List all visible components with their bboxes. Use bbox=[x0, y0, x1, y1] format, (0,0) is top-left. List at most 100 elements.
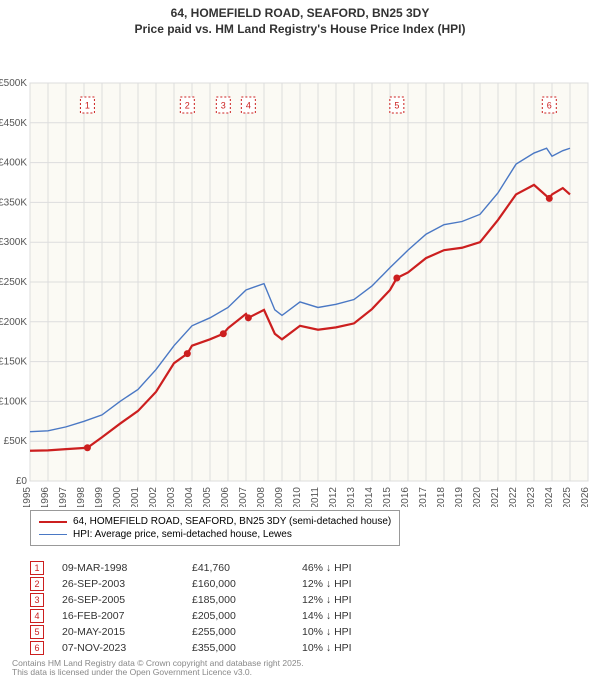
sale-date: 07-NOV-2023 bbox=[62, 642, 192, 654]
svg-text:£300K: £300K bbox=[0, 237, 27, 248]
sale-index: 6 bbox=[30, 641, 44, 655]
price-chart-container: 64, HOMEFIELD ROAD, SEAFORD, BN25 3DY Pr… bbox=[0, 0, 600, 680]
svg-text:£250K: £250K bbox=[0, 277, 27, 288]
sale-price: £185,000 bbox=[192, 594, 302, 606]
sale-diff: 12% ↓ HPI bbox=[302, 578, 392, 590]
sale-row: 6 07-NOV-2023£355,00010% ↓ HPI bbox=[30, 640, 392, 656]
sales-table: 1 09-MAR-1998£41,76046% ↓ HPI 2 26-SEP-2003… bbox=[30, 560, 392, 656]
sale-row: 1 09-MAR-1998£41,76046% ↓ HPI bbox=[30, 560, 392, 576]
title-line-1: 64, HOMEFIELD ROAD, SEAFORD, BN25 3DY bbox=[0, 6, 600, 22]
legend-swatch bbox=[39, 521, 67, 523]
svg-text:2000: 2000 bbox=[112, 487, 123, 507]
svg-text:2016: 2016 bbox=[400, 487, 411, 507]
svg-text:2014: 2014 bbox=[364, 487, 375, 507]
svg-text:2003: 2003 bbox=[166, 487, 177, 507]
svg-text:2026: 2026 bbox=[580, 487, 591, 507]
legend-swatch bbox=[39, 534, 67, 535]
svg-text:1998: 1998 bbox=[76, 487, 87, 507]
sale-price: £160,000 bbox=[192, 578, 302, 590]
sale-marker-num: 6 bbox=[547, 101, 552, 111]
sale-marker-num: 1 bbox=[85, 101, 90, 111]
sale-date: 26-SEP-2005 bbox=[62, 594, 192, 606]
sale-price: £355,000 bbox=[192, 642, 302, 654]
sale-dot bbox=[393, 275, 400, 282]
svg-text:2002: 2002 bbox=[148, 487, 159, 507]
sale-index: 3 bbox=[30, 593, 44, 607]
svg-text:2024: 2024 bbox=[544, 487, 555, 507]
sale-price: £205,000 bbox=[192, 610, 302, 622]
svg-text:2006: 2006 bbox=[220, 487, 231, 507]
svg-text:£350K: £350K bbox=[0, 198, 27, 209]
sale-date: 09-MAR-1998 bbox=[62, 562, 192, 574]
sale-diff: 10% ↓ HPI bbox=[302, 642, 392, 654]
sale-row: 2 26-SEP-2003£160,00012% ↓ HPI bbox=[30, 576, 392, 592]
svg-text:2010: 2010 bbox=[292, 487, 303, 507]
sale-dot bbox=[184, 350, 191, 357]
legend-item: 64, HOMEFIELD ROAD, SEAFORD, BN25 3DY (s… bbox=[39, 515, 391, 528]
sale-marker-num: 3 bbox=[221, 101, 226, 111]
legend-item: HPI: Average price, semi-detached house,… bbox=[39, 528, 391, 541]
sale-marker-num: 4 bbox=[246, 101, 251, 111]
svg-text:£400K: £400K bbox=[0, 158, 27, 169]
sale-price: £255,000 bbox=[192, 626, 302, 638]
sale-row: 4 16-FEB-2007£205,00014% ↓ HPI bbox=[30, 608, 392, 624]
svg-text:2004: 2004 bbox=[184, 487, 195, 507]
svg-text:2001: 2001 bbox=[130, 487, 141, 507]
svg-text:2008: 2008 bbox=[256, 487, 267, 507]
svg-text:2011: 2011 bbox=[310, 487, 321, 507]
svg-text:1999: 1999 bbox=[94, 487, 105, 507]
svg-text:£450K: £450K bbox=[0, 118, 27, 129]
svg-text:£500K: £500K bbox=[0, 78, 27, 89]
footer-line-2: This data is licensed under the Open Gov… bbox=[12, 668, 304, 677]
svg-text:2009: 2009 bbox=[274, 487, 285, 507]
svg-text:2020: 2020 bbox=[472, 487, 483, 507]
sale-row: 3 26-SEP-2005£185,00012% ↓ HPI bbox=[30, 592, 392, 608]
svg-text:£100K: £100K bbox=[0, 397, 27, 408]
svg-text:2021: 2021 bbox=[490, 487, 501, 507]
svg-text:2017: 2017 bbox=[418, 487, 429, 507]
sale-index: 2 bbox=[30, 577, 44, 591]
sale-index: 1 bbox=[30, 561, 44, 575]
footer-attribution: Contains HM Land Registry data © Crown c… bbox=[12, 659, 304, 678]
svg-text:2019: 2019 bbox=[454, 487, 465, 507]
svg-text:£150K: £150K bbox=[0, 357, 27, 368]
svg-text:2018: 2018 bbox=[436, 487, 447, 507]
sale-index: 5 bbox=[30, 625, 44, 639]
title-line-2: Price paid vs. HM Land Registry's House … bbox=[0, 22, 600, 38]
svg-text:£0: £0 bbox=[16, 476, 28, 487]
svg-text:2007: 2007 bbox=[238, 487, 249, 507]
sale-date: 16-FEB-2007 bbox=[62, 610, 192, 622]
sale-dot bbox=[84, 444, 91, 451]
sale-marker-num: 2 bbox=[185, 101, 190, 111]
sale-diff: 14% ↓ HPI bbox=[302, 610, 392, 622]
sale-date: 26-SEP-2003 bbox=[62, 578, 192, 590]
sale-diff: 46% ↓ HPI bbox=[302, 562, 392, 574]
sale-date: 20-MAY-2015 bbox=[62, 626, 192, 638]
svg-text:2022: 2022 bbox=[508, 487, 519, 507]
sale-diff: 10% ↓ HPI bbox=[302, 626, 392, 638]
svg-text:1996: 1996 bbox=[40, 487, 51, 507]
legend-label: 64, HOMEFIELD ROAD, SEAFORD, BN25 3DY (s… bbox=[73, 516, 391, 527]
legend: 64, HOMEFIELD ROAD, SEAFORD, BN25 3DY (s… bbox=[30, 510, 400, 546]
chart-svg: £0 £50K £100K £150K £200K £250K £300K £350K £400… bbox=[0, 37, 600, 507]
sale-price: £41,760 bbox=[192, 562, 302, 574]
sale-dot bbox=[220, 330, 227, 337]
svg-text:1997: 1997 bbox=[58, 487, 69, 507]
svg-text:2005: 2005 bbox=[202, 487, 213, 507]
svg-text:2023: 2023 bbox=[526, 487, 537, 507]
svg-text:2015: 2015 bbox=[382, 487, 393, 507]
sale-index: 4 bbox=[30, 609, 44, 623]
sale-row: 5 20-MAY-2015£255,00010% ↓ HPI bbox=[30, 624, 392, 640]
sale-dot bbox=[245, 315, 252, 322]
chart-title: 64, HOMEFIELD ROAD, SEAFORD, BN25 3DY Pr… bbox=[0, 0, 600, 37]
svg-text:2012: 2012 bbox=[328, 487, 339, 507]
legend-label: HPI: Average price, semi-detached house,… bbox=[73, 529, 292, 540]
sale-diff: 12% ↓ HPI bbox=[302, 594, 392, 606]
svg-text:2013: 2013 bbox=[346, 487, 357, 507]
svg-text:2025: 2025 bbox=[562, 487, 573, 507]
sale-dot bbox=[546, 195, 553, 202]
svg-text:1995: 1995 bbox=[22, 487, 33, 507]
svg-text:£200K: £200K bbox=[0, 317, 27, 328]
svg-text:£50K: £50K bbox=[4, 436, 28, 447]
sale-marker-num: 5 bbox=[394, 101, 399, 111]
